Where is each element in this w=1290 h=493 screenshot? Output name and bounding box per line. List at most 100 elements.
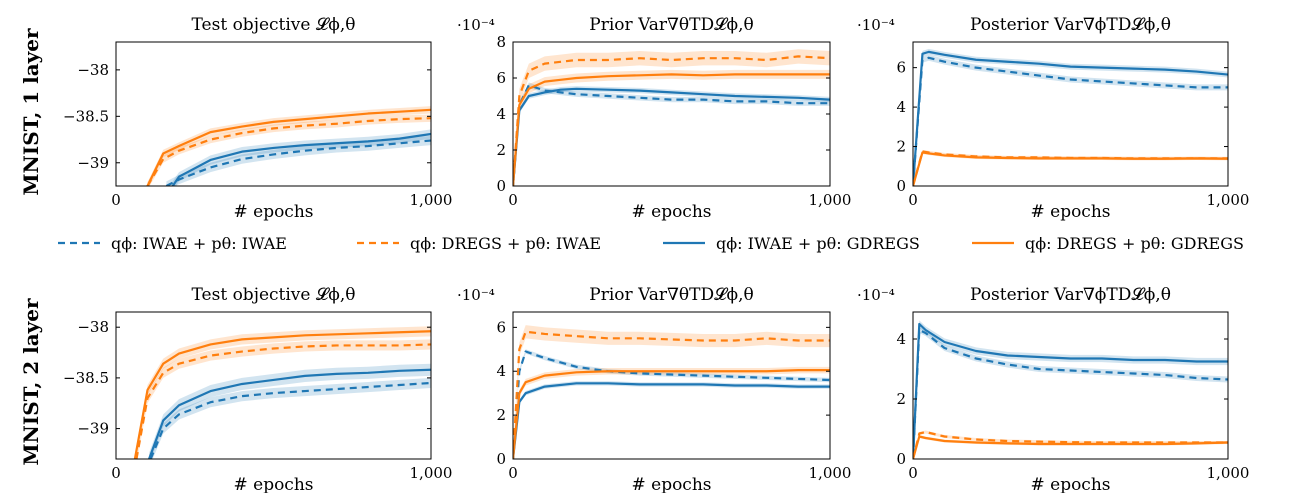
- y-axis-multiplier: ·10⁻⁴: [857, 286, 895, 304]
- series-line-dregs_gdregs: [146, 108, 431, 186]
- axes-frame: [912, 41, 1229, 187]
- legend-item-dregs-gdregs: qϕ: DREGS + pθ: GDREGS: [972, 234, 1244, 253]
- y-tick-label: 0: [496, 450, 506, 468]
- plot-area: [513, 49, 830, 186]
- panel-title: Posterior Var∇ϕTD𝓛ϕ,θ: [970, 15, 1171, 35]
- confidence-band-iwae_gdregs: [149, 363, 431, 459]
- series-line-iwae_gdregs: [171, 132, 431, 186]
- confidence-band-iwae_iwae: [913, 327, 1228, 459]
- x-tick-label: 0: [111, 464, 121, 482]
- axes-frame: [912, 311, 1229, 460]
- axes-frame: [512, 311, 831, 460]
- row-label-2-layer: MNIST, 2 layer: [19, 298, 43, 466]
- plot-area: [913, 320, 1228, 459]
- series-line-dregs_gdregs: [913, 435, 1228, 459]
- plot-area: [133, 326, 431, 459]
- x-tick-label: 0: [908, 464, 918, 482]
- x-tick-label: 1,000: [410, 464, 453, 482]
- y-tick-label: 4: [496, 362, 506, 380]
- series-line-iwae_gdregs: [913, 50, 1228, 186]
- series-line-dregs_gdregs: [133, 330, 431, 459]
- y-tick-label: 0: [896, 177, 906, 195]
- x-tick-label: 1,000: [809, 191, 852, 209]
- legend-item-dregs-iwae: qϕ: DREGS + pθ: IWAE: [357, 234, 601, 253]
- y-axis-multiplier: ·10⁻⁴: [457, 16, 495, 34]
- x-tick-label: 1,000: [410, 191, 453, 209]
- series-line-iwae_iwae: [913, 56, 1228, 186]
- series-line-iwae_iwae: [513, 84, 830, 186]
- x-tick-label: 0: [508, 464, 518, 482]
- x-tick-label: 0: [508, 191, 518, 209]
- series-line-dregs_iwae: [513, 55, 830, 186]
- y-tick-label: 2: [496, 141, 506, 159]
- confidence-band-iwae_iwae: [513, 349, 830, 459]
- legend-item-iwae-iwae: qϕ: IWAE + pθ: IWAE: [58, 234, 287, 253]
- y-tick-label: 6: [896, 59, 906, 77]
- series-line-iwae_gdregs: [148, 368, 431, 459]
- legend-label: qϕ: IWAE + pθ: IWAE: [111, 234, 287, 253]
- x-axis-label: # epochs: [1030, 475, 1110, 493]
- series-line-iwae_gdregs: [913, 322, 1228, 459]
- legend: qϕ: IWAE + pθ: IWAE qϕ: DREGS + pθ: IWAE…: [58, 234, 1244, 253]
- panel-title: Test objective 𝓛ϕ,θ: [192, 15, 356, 35]
- plot-area: [146, 106, 431, 186]
- confidence-band-iwae_gdregs: [172, 129, 431, 186]
- row-label-1-layer: MNIST, 1 layer: [19, 28, 43, 196]
- plot-area: [513, 325, 830, 459]
- x-axis-label: # epochs: [631, 475, 711, 493]
- confidence-band-dregs_iwae: [147, 114, 431, 186]
- y-tick-label: 4: [896, 330, 906, 348]
- y-tick-label: 2: [496, 406, 506, 424]
- x-axis-label: # epochs: [631, 202, 711, 222]
- series-line-iwae_gdregs: [513, 382, 830, 459]
- confidence-band-iwae_iwae: [150, 377, 431, 459]
- confidence-band-iwae_gdregs: [513, 381, 830, 459]
- y-tick-label: −38: [77, 61, 109, 79]
- series-line-dregs_gdregs: [513, 369, 830, 459]
- series-line-dregs_iwae: [135, 343, 431, 459]
- y-tick-label: 4: [896, 98, 906, 116]
- series-line-iwae_iwae: [513, 350, 830, 459]
- x-tick-label: 1,000: [1207, 191, 1250, 209]
- confidence-band-iwae_gdregs: [513, 86, 830, 186]
- axes-frame: [115, 41, 432, 187]
- panel-title: Prior Var∇θTD𝓛ϕ,θ: [589, 285, 753, 305]
- y-axis-multiplier: ·10⁻⁴: [857, 16, 895, 34]
- y-tick-label: −39: [77, 154, 109, 172]
- chart-panel: 0 2 4 6 8 0 1,000 # epochs Prior Var∇θTD𝓛ϕ,θ ·10⁻…: [457, 15, 851, 222]
- legend-item-iwae-gdregs: qϕ: IWAE + pθ: GDREGS: [663, 234, 920, 253]
- series-line-dregs_iwae: [146, 117, 431, 186]
- confidence-band-iwae_iwae: [166, 135, 431, 186]
- series-line-iwae_iwae: [913, 328, 1228, 459]
- y-tick-label: 0: [496, 177, 506, 195]
- panels: −39 −38.5 −38 0 1,000 # epochs Test objective …: [63, 15, 1249, 493]
- x-axis-label: # epochs: [1030, 202, 1110, 222]
- confidence-band-dregs_gdregs: [147, 106, 431, 186]
- y-tick-label: 8: [496, 33, 506, 51]
- chart-panel: −39 −38.5 −38 0 1,000 # epochs Test objective …: [63, 15, 452, 222]
- x-tick-label: 1,000: [1207, 464, 1250, 482]
- legend-label: qϕ: DREGS + pθ: IWAE: [410, 234, 601, 253]
- panel-title: Test objective 𝓛ϕ,θ: [192, 285, 356, 305]
- y-tick-label: 0: [896, 450, 906, 468]
- y-tick-label: −38.5: [63, 369, 109, 387]
- chart-panel: 0 2 4 6 0 1,000 # epochs Prior Var∇θTD𝓛ϕ,θ ·10⁻⁴: [457, 285, 851, 493]
- chart-panel: −39 −38.5 −38 0 1,000 # epochs Test objective …: [63, 285, 452, 493]
- series-line-dregs_iwae: [913, 430, 1228, 459]
- plot-area: [913, 48, 1228, 186]
- y-tick-label: 2: [896, 390, 906, 408]
- y-tick-label: −39: [77, 420, 109, 438]
- y-tick-label: −38.5: [63, 107, 109, 125]
- confidence-band-iwae_iwae: [913, 54, 1228, 186]
- y-tick-label: 6: [496, 318, 506, 336]
- y-tick-label: 2: [896, 138, 906, 156]
- x-tick-label: 0: [111, 191, 121, 209]
- series-line-dregs_gdregs: [913, 151, 1228, 186]
- x-axis-label: # epochs: [233, 202, 313, 222]
- x-axis-label: # epochs: [233, 475, 313, 493]
- chart-panel: 0 2 4 6 0 1,000 # epochs Posterior Var∇ϕTD𝓛ϕ,θ ·…: [857, 15, 1249, 222]
- chart-panel: 0 2 4 0 1,000 # epochs Posterior Var∇ϕTD𝓛ϕ,θ ·1…: [857, 285, 1249, 493]
- y-axis-multiplier: ·10⁻⁴: [457, 286, 495, 304]
- series-line-iwae_iwae: [149, 381, 431, 459]
